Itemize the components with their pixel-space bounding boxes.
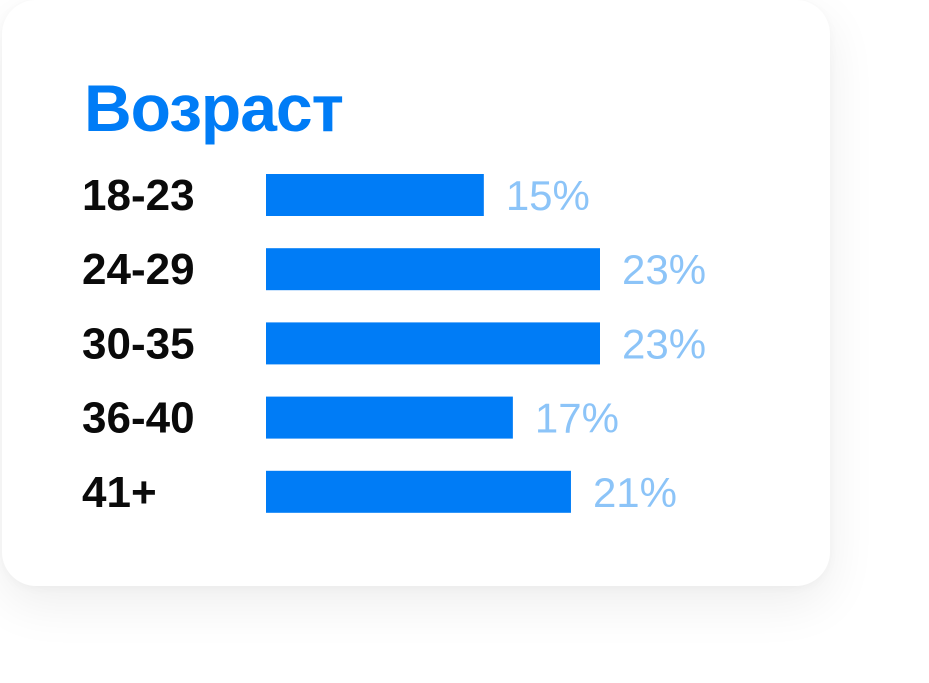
category-label: 36-40	[82, 394, 195, 443]
value-label: 15%	[506, 172, 590, 219]
category-label: 18-23	[82, 171, 195, 220]
category-label: 24-29	[82, 245, 195, 294]
value-label: 23%	[622, 246, 706, 293]
bar-24-29	[266, 248, 600, 291]
value-label: 17%	[535, 395, 619, 442]
bar-41+	[266, 470, 571, 513]
bar-30-35	[266, 322, 600, 365]
bar-36-40	[266, 396, 513, 439]
category-label: 30-35	[82, 319, 195, 368]
bars-layer: 18-23 15% 24-29 23% 30-35 23% 36-40 17% 41+ 21%	[82, 171, 706, 517]
card-title: Возраст	[84, 71, 344, 145]
bar-18-23	[266, 174, 484, 216]
value-label: 21%	[593, 469, 677, 516]
value-label: 23%	[622, 320, 706, 367]
category-label: 41+	[82, 468, 157, 517]
